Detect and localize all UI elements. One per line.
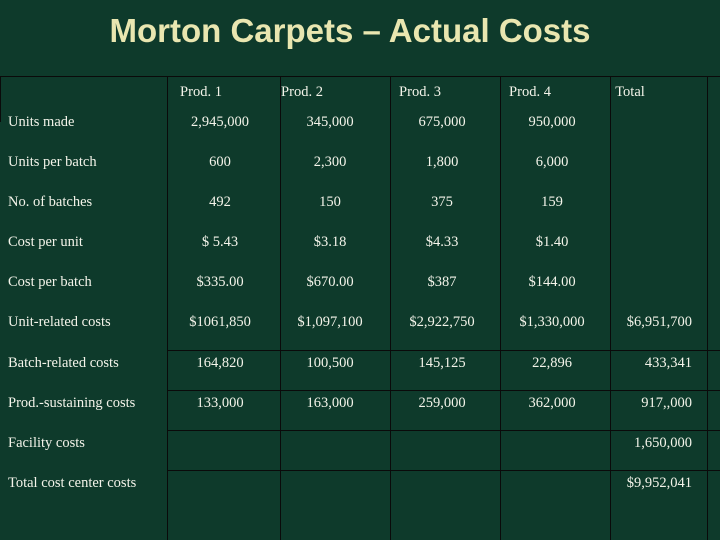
column-header: Prod. 1 (180, 84, 222, 100)
table-cell: 362,000 (528, 395, 576, 411)
table-cell: $2,922,750 (409, 314, 475, 330)
table-top-border (0, 76, 720, 77)
table-cell: $387 (427, 274, 457, 290)
table-cell: 163,000 (306, 395, 354, 411)
table-cell: 950,000 (528, 114, 576, 130)
table-cell: 150 (319, 194, 341, 210)
table-cell: 22,896 (532, 355, 572, 371)
table-cell: $9,952,041 (626, 475, 692, 491)
table-cell: 345,000 (306, 114, 354, 130)
column-divider (707, 76, 708, 540)
table-cell: 133,000 (196, 395, 244, 411)
table-cell: 100,500 (306, 355, 354, 371)
table-cell: 259,000 (418, 395, 466, 411)
table-cell: 492 (209, 194, 231, 210)
column-divider (610, 76, 611, 540)
table-cell: $144.00 (528, 274, 576, 290)
table-cell: $1.40 (535, 234, 569, 250)
table-cell: $335.00 (196, 274, 244, 290)
column-divider (280, 76, 281, 540)
row-label: Cost per unit (8, 234, 83, 250)
table-cell: 375 (431, 194, 453, 210)
table-cell: $1,330,000 (519, 314, 585, 330)
row-label: Total cost center costs (8, 475, 137, 491)
row-label: No. of batches (8, 194, 93, 210)
table-cell: 6,000 (535, 154, 569, 170)
table-cell: $1061,850 (189, 314, 251, 330)
slide-title: Morton Carpets – Actual Costs (109, 12, 591, 49)
table-cell: $6,951,700 (626, 314, 692, 330)
row-divider (167, 430, 720, 431)
column-divider (167, 76, 168, 540)
column-header: Prod. 4 (509, 84, 551, 100)
column-divider (390, 76, 391, 540)
row-label: Prod.-sustaining costs (8, 395, 136, 411)
column-header: Prod. 3 (399, 84, 441, 100)
column-divider (500, 76, 501, 540)
row-divider (167, 390, 720, 391)
table-cell: 1,800 (425, 154, 459, 170)
table-cell: $3.18 (313, 234, 347, 250)
table-cell: 600 (209, 154, 231, 170)
table-cell: 164,820 (196, 355, 244, 371)
table-cell: $670.00 (306, 274, 354, 290)
row-divider (167, 470, 720, 471)
row-divider (167, 350, 720, 351)
table-cell: 433,341 (644, 355, 692, 371)
table-cell: 675,000 (418, 114, 466, 130)
table-cell: 2,300 (313, 154, 347, 170)
table-cell: 145,125 (418, 355, 466, 371)
row-label: Cost per batch (8, 274, 92, 290)
table-cell: $4.33 (425, 234, 459, 250)
row-label: Units per batch (8, 154, 97, 170)
column-divider (0, 76, 1, 122)
table-cell: 1,650,000 (634, 435, 692, 451)
table-cell: $1,097,100 (297, 314, 363, 330)
table-cell: 917,,000 (641, 395, 692, 411)
row-label: Batch-related costs (8, 355, 119, 371)
row-label: Facility costs (8, 435, 85, 451)
row-label: Unit-related costs (8, 314, 111, 330)
table-cell: $ 5.43 (201, 234, 239, 250)
table-cell: 159 (541, 194, 563, 210)
table-cell: 2,945,000 (191, 114, 249, 130)
column-header: Total (615, 84, 645, 100)
row-label: Units made (8, 114, 75, 130)
column-header: Prod. 2 (281, 84, 323, 100)
